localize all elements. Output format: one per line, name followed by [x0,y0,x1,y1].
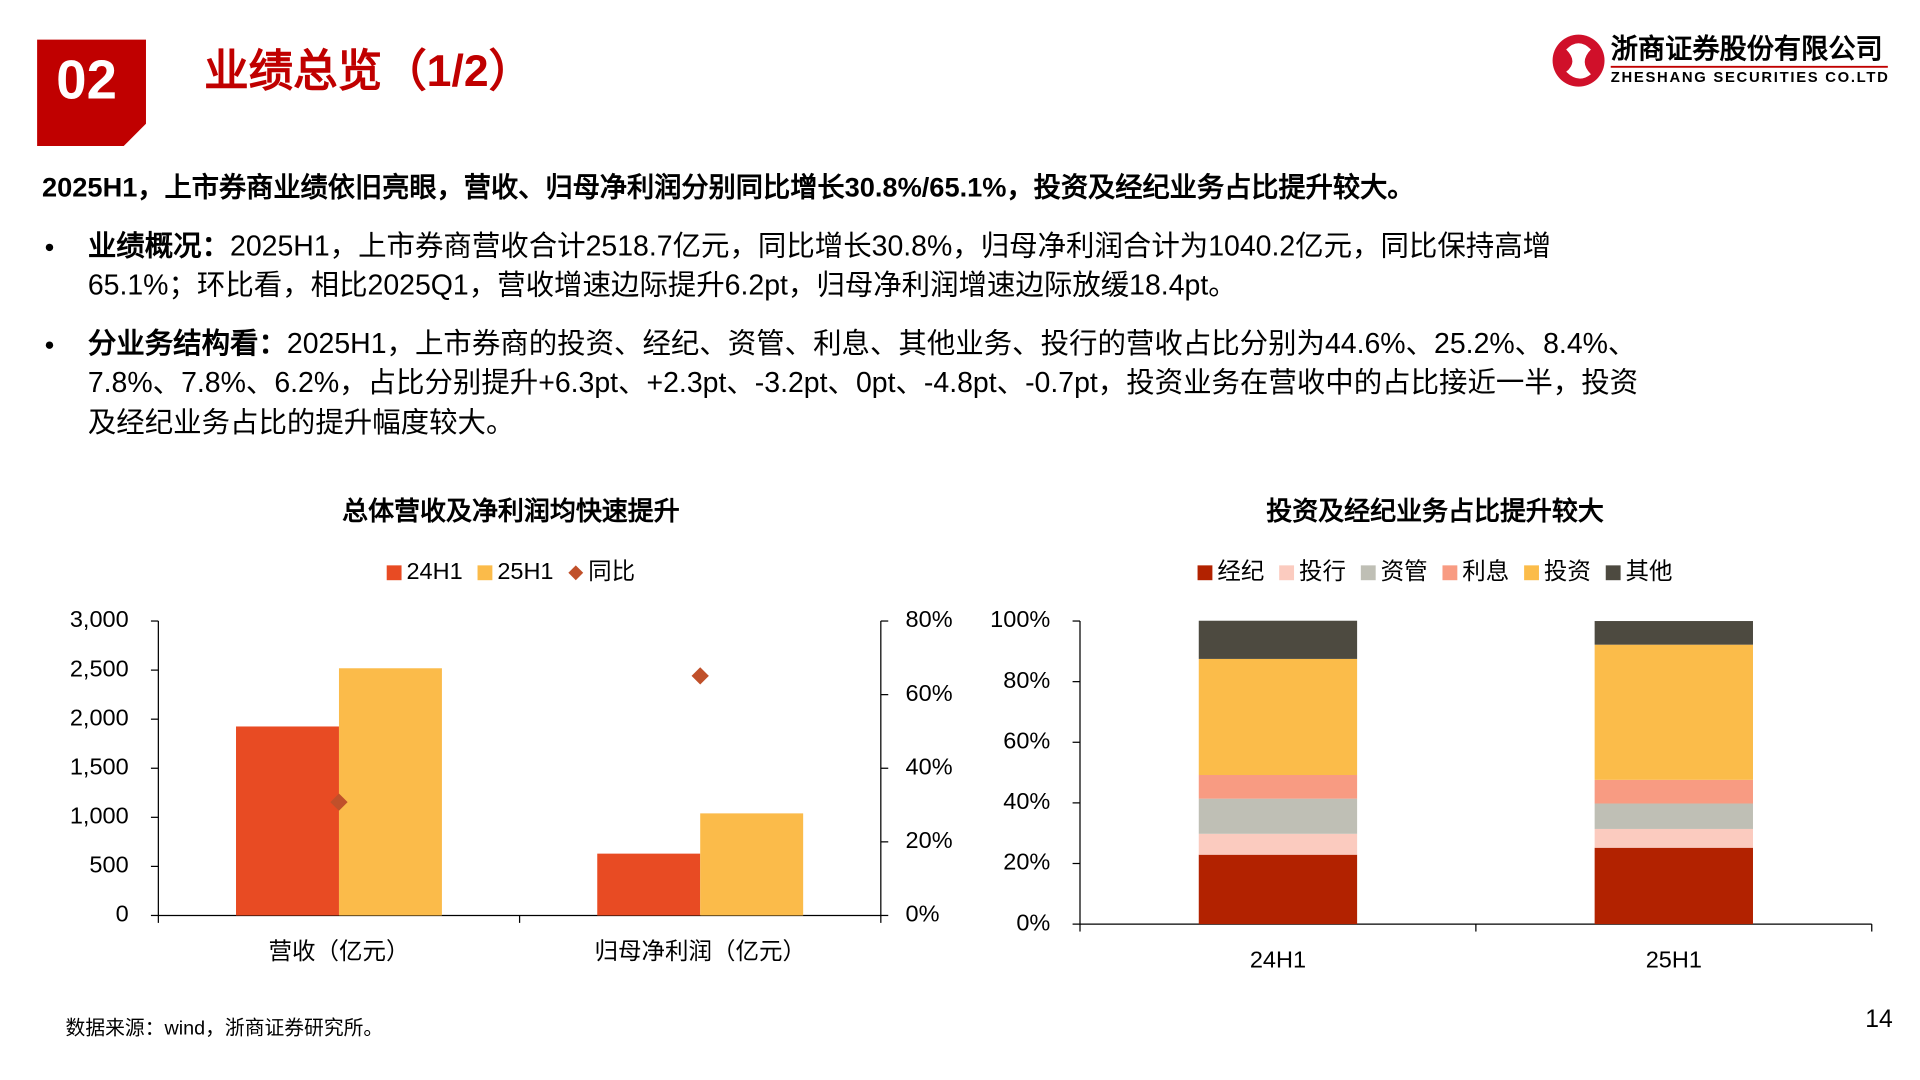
bar-segment [1594,803,1753,829]
y-tick-label: 3,000 [70,606,129,632]
bullet-text: 2025H1，上市券商营收合计2518.7亿元，同比增长30.8%，归母净利润合… [230,230,1551,262]
legend-label: 投资 [1544,558,1591,584]
y2-tick-label: 60% [906,680,953,706]
legend-label: 投行 [1299,558,1346,584]
legend-label: 25H1 [497,558,553,584]
y2-tick-label: 80% [906,606,953,632]
bullet-dot [45,341,54,349]
company-name-en: ZHESHANG SECURITIES CO.LTD [1611,70,1888,86]
legend-swatch [1279,565,1295,581]
section-number: 02 [56,49,117,110]
bar-segment [1198,798,1358,834]
bullet-label: 业绩概况： [88,230,230,262]
legend-label: 经纪 [1217,558,1264,584]
y2-tick-label: 40% [906,753,953,779]
x-tick-label: 归母净利润（亿元） [594,938,805,964]
bullet-dot [45,243,54,252]
bar [597,853,701,916]
y-tick-label: 1,500 [70,753,129,779]
bullet-line: 业绩概况：2025H1，上市券商营收合计2518.7亿元，同比增长30.8%，归… [88,230,1551,262]
y-tick-label: 0% [1016,909,1050,935]
y2-tick-label: 0% [906,901,940,927]
legend-swatch [568,565,584,581]
chart-title: 投资及经纪业务占比提升较大 [1266,496,1604,526]
marker [691,667,709,685]
legend-swatch [1442,565,1458,581]
bar-segment [1198,775,1358,799]
source-note: 数据来源：wind，浙商证券研究所。 [66,1018,384,1040]
legend-swatch [1360,565,1376,581]
bullet-text: 及经纪业务占比的提升幅度较大。 [88,407,515,439]
y-tick-label: 2,000 [70,704,129,730]
y-tick-label: 80% [1003,667,1050,693]
y-tick-label: 0 [116,901,129,927]
slide-title: 业绩总览（1/2） [204,47,533,96]
chart-title: 总体营收及净利润均快速提升 [342,496,680,526]
marker [330,793,348,811]
legend-swatch [477,565,493,581]
summary: 2025H1，上市券商业绩依旧亮眼，营收、归母净利润分别同比增长30.8%/65… [42,171,1414,202]
y-tick-label: 500 [89,852,128,878]
legend-label: 利息 [1462,558,1509,584]
section-badge [37,39,146,146]
x-tick-label: 25H1 [1646,946,1702,972]
legend: 24H1 25H1 同比 [386,558,635,584]
bullet-text: 65.1%；环比看，相比2025Q1，营收增速边际提升6.2pt，归母净利润增速… [88,270,1237,302]
x-tick-label: 24H1 [1250,946,1306,972]
y-tick-label: 20% [1003,849,1050,875]
page-number: 14 [1865,1006,1893,1033]
bar-segment [1594,644,1753,780]
legend-label: 其他 [1626,558,1673,584]
bullet-text: 7.8%、7.8%、6.2%，占比分别提升+6.3pt、+2.3pt、-3.2p… [88,367,1638,399]
legend-label: 资管 [1381,558,1428,584]
bar [700,813,804,916]
y-tick-label: 1,000 [70,803,129,829]
bar-segment [1594,621,1753,645]
y-tick-label: 2,500 [70,655,129,681]
legend-swatch [1605,565,1621,581]
legend-swatch [1197,565,1213,581]
x-tick-label: 营收（亿元） [268,938,409,964]
y2-tick-label: 20% [906,827,953,853]
bullet-text: 2025H1，上市券商的投资、经纪、资管、利息、其他业务、投行的营收占比分别为4… [287,328,1636,360]
logo-shape [1566,43,1591,79]
legend-swatch [1524,565,1539,581]
bar-segment [1198,620,1358,659]
y-tick-label: 60% [1003,727,1050,753]
bar [236,726,339,916]
legend: 经纪 投行 资管 利息 投资 其他 [1197,558,1673,584]
company-name: 浙商证券股份有限公司 [1611,33,1883,64]
legend-label: 24H1 [406,558,462,584]
bar-segment [1198,833,1358,855]
bar-segment [1198,854,1358,925]
bar [338,668,442,916]
bullet-line: 分业务结构看：2025H1，上市券商的投资、经纪、资管、利息、其他业务、投行的营… [88,328,1637,360]
legend-label: 同比 [588,558,635,584]
y-tick-label: 40% [1003,788,1050,814]
legend-swatch [386,565,402,581]
bar-segment [1594,828,1753,848]
bar-segment [1198,658,1358,776]
bar-segment [1594,847,1753,925]
y-tick-label: 100% [990,606,1050,632]
bullet-label: 分业务结构看： [88,328,287,360]
bar-segment [1594,779,1753,804]
